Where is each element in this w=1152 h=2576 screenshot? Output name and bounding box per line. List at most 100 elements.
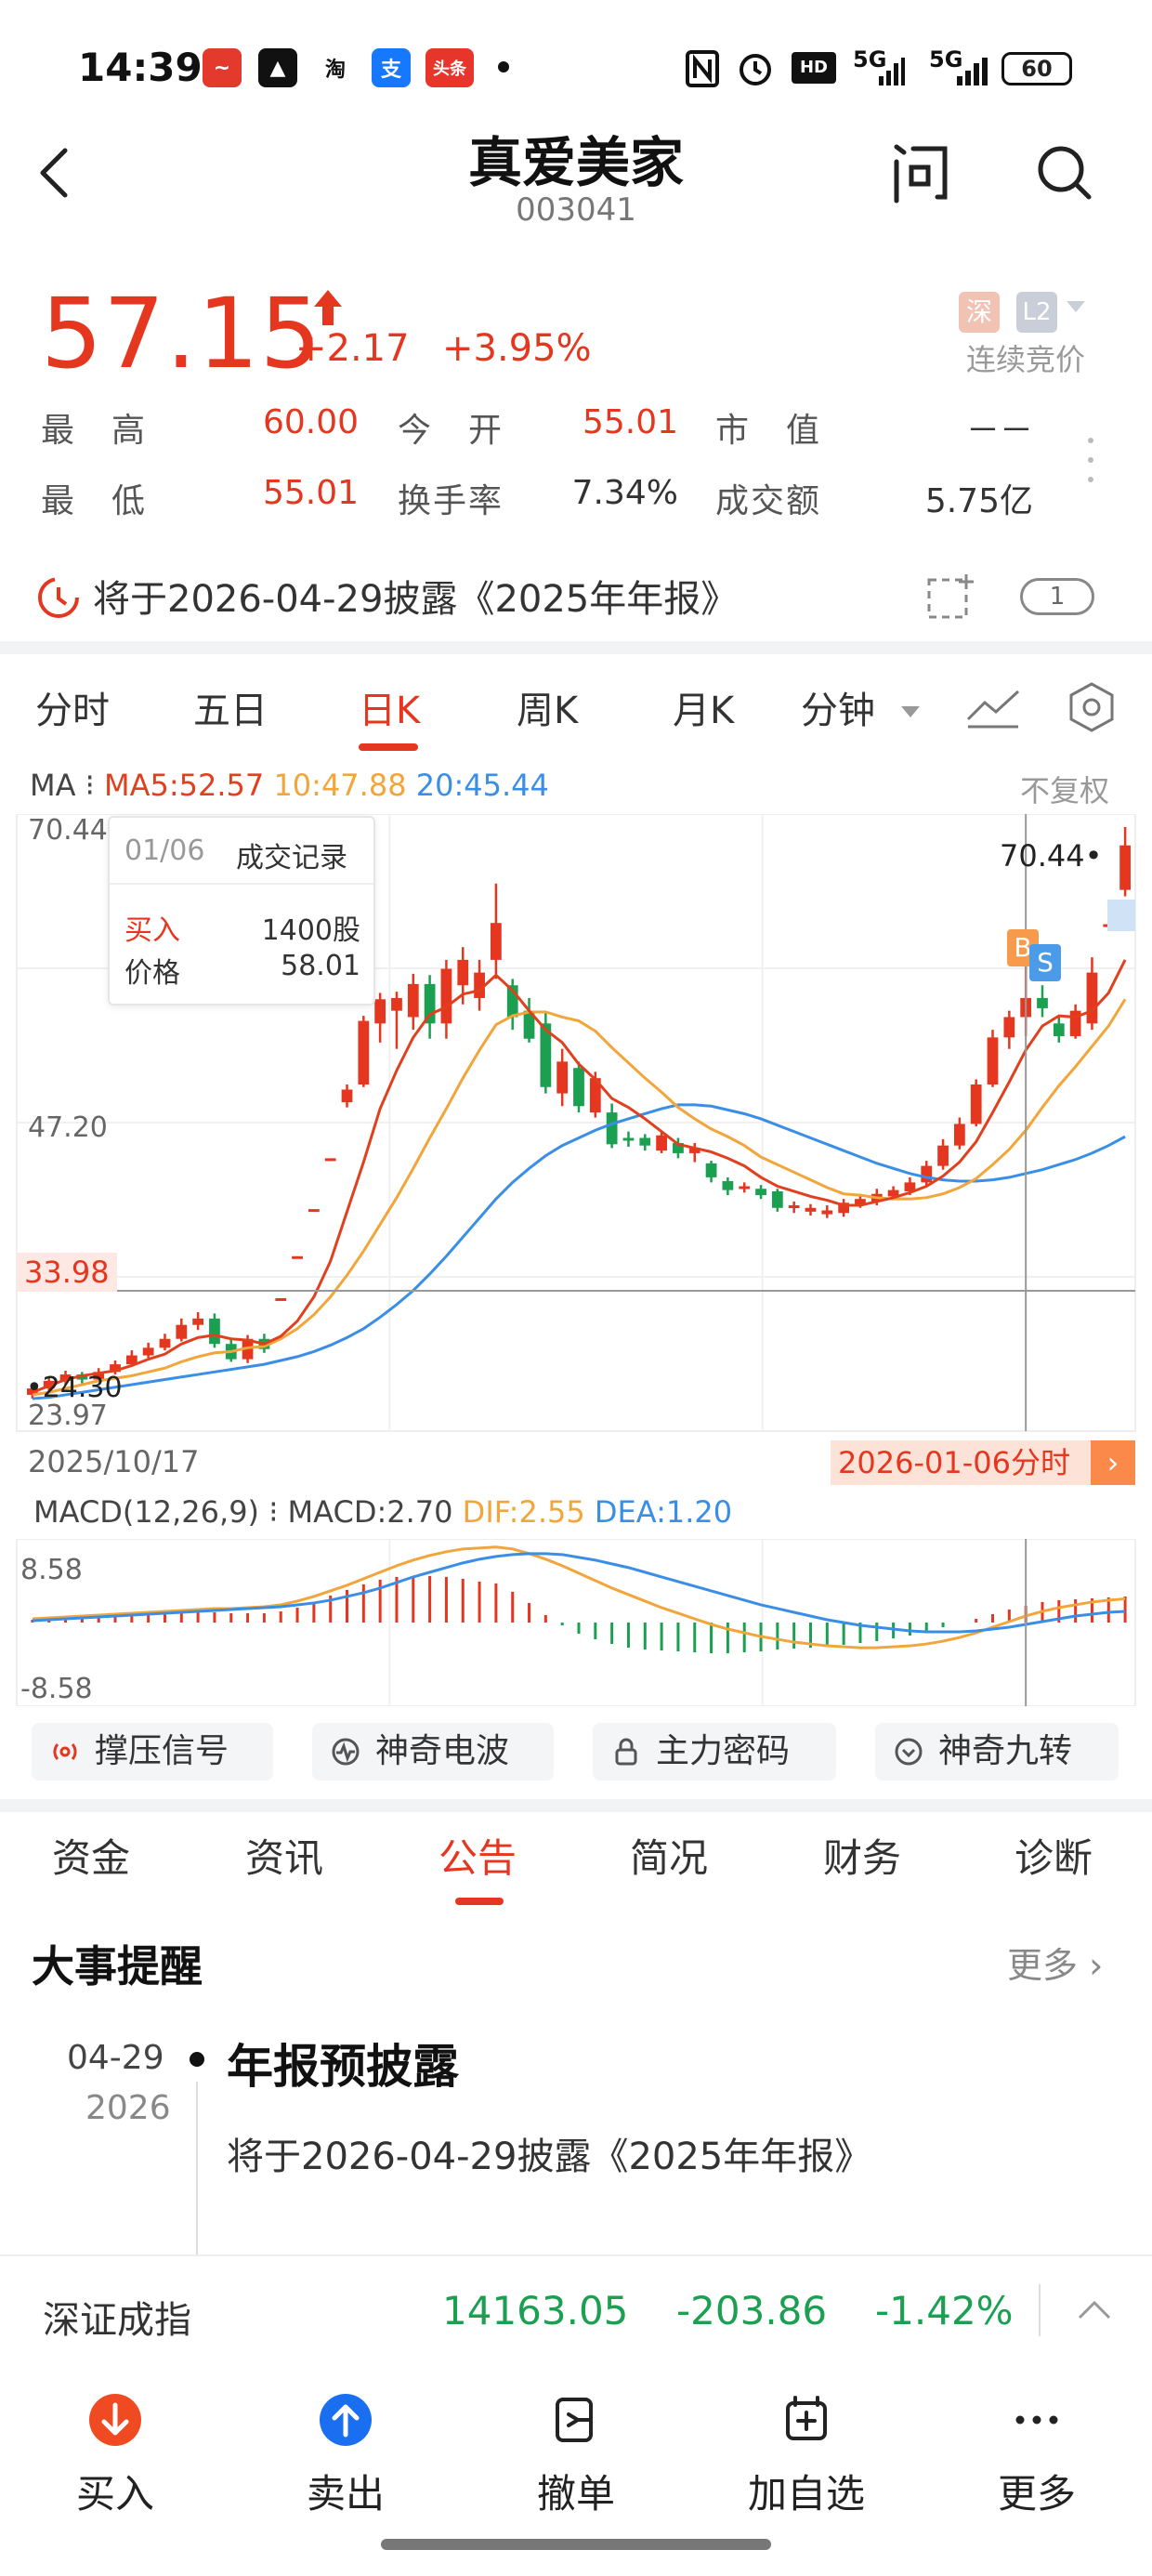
level2-dropdown-icon[interactable] (1067, 301, 1085, 312)
main-code-button[interactable]: 主力密码 (593, 1723, 836, 1781)
indicator-label: 主力密码 (656, 1732, 791, 1770)
tooltip-side: 买入 (124, 914, 180, 947)
tab-funds[interactable]: 资金 (52, 1835, 131, 1881)
wave-icon (332, 1738, 360, 1766)
candle-body (838, 1203, 850, 1214)
tab-news[interactable]: 资讯 (245, 1835, 324, 1881)
candle-body (308, 1209, 320, 1213)
market-index-bar[interactable]: 深证成指 14163.05 -203.86 -1.42% (0, 2254, 1152, 2370)
add-note-icon[interactable] (925, 571, 977, 623)
tab-five-day[interactable]: 五日 (193, 690, 268, 732)
drawing-tool-icon[interactable] (964, 684, 1022, 730)
candle-body (953, 1124, 965, 1146)
more-notifications-dot (498, 61, 509, 72)
ma-legend: MA ⁝ MA5:52.57 10:47.88 20:45.44 (30, 768, 549, 803)
back-arrow-icon[interactable] (35, 145, 72, 201)
buy-button[interactable]: 买入 (41, 2392, 190, 2519)
cancel-order-button[interactable]: 撤单 (502, 2392, 650, 2519)
chart-app-icon: ▲ (258, 48, 297, 87)
search-icon[interactable] (1033, 141, 1094, 203)
stock-name: 真爱美家 (467, 131, 684, 194)
minute-dropdown-icon[interactable] (901, 706, 920, 717)
stat-value-open: 55.01 (582, 403, 678, 441)
index-divider (1039, 2284, 1041, 2336)
timeline-dot (190, 2052, 204, 2067)
tab-announcements[interactable]: 公告 (439, 1835, 517, 1881)
candle-body (358, 1020, 370, 1085)
add-watchlist-button[interactable]: 加自选 (732, 2392, 881, 2519)
indicator-label: 神奇电波 (375, 1732, 510, 1770)
candle-body (391, 997, 402, 1011)
tooltip-title: 成交记录 (236, 842, 347, 874)
announcement-strip[interactable]: 将于2026-04-29披露《2025年年报》 1 (0, 548, 1152, 641)
low-price-value: 24.30 (42, 1372, 123, 1404)
tab-diagnosis[interactable]: 诊断 (1015, 1835, 1093, 1881)
candle-body (374, 999, 386, 1024)
magic-nine-button[interactable]: 神奇九转 (875, 1723, 1119, 1781)
tab-minute[interactable]: 分钟 (801, 690, 875, 732)
adjust-mode-button[interactable]: 不复权 (1020, 773, 1110, 808)
candle-body (523, 1010, 535, 1039)
exchange-tag: 深 (959, 292, 1000, 333)
chart-settings-icon[interactable] (1065, 680, 1119, 734)
tab-monthly-k[interactable]: 月K (673, 690, 735, 732)
ask-icon[interactable] (887, 139, 952, 204)
more-button[interactable]: 更多 (962, 2392, 1111, 2519)
stock-app-icon: ~ (203, 48, 242, 87)
candle-body (275, 1297, 287, 1301)
indicator-label: 撑压信号 (95, 1732, 229, 1770)
candle-body (556, 1061, 569, 1094)
level2-tag[interactable]: L2 (1016, 292, 1057, 333)
signal-icon (53, 1743, 77, 1760)
support-resistance-button[interactable]: 撑压信号 (32, 1723, 273, 1781)
candle-body (788, 1205, 800, 1209)
kline-chart[interactable] (0, 814, 1152, 1437)
ma20-line (32, 1103, 1126, 1400)
dea-line (32, 1552, 1126, 1634)
more-dots-icon (1015, 2415, 1058, 2425)
candle-body (1003, 1017, 1015, 1038)
latest-candle-highlight (1107, 900, 1135, 931)
taobao-icon: 淘 (316, 48, 355, 87)
candle-body (125, 1355, 137, 1365)
tab-profile[interactable]: 简况 (630, 1835, 709, 1881)
stat-value-turnover: 7.34% (571, 474, 678, 512)
candle-body (1119, 845, 1131, 890)
tab-weekly-k[interactable]: 周K (517, 690, 579, 732)
sell-button[interactable]: 卖出 (271, 2392, 420, 2519)
stat-value-amount: 5.75亿 (924, 482, 1033, 520)
last-price: 57.15 (41, 277, 322, 390)
active-tab-indicator (455, 1898, 504, 1905)
candle-body (1053, 1023, 1065, 1037)
stat-label-mktcap: 市 值 (715, 412, 822, 450)
magic-wave-button[interactable]: 神奇电波 (312, 1723, 554, 1781)
price-change-pct: +3.95% (442, 327, 592, 370)
lock-icon (615, 1738, 637, 1766)
candle-body (639, 1137, 651, 1146)
ma20-value: 20:45.44 (415, 768, 549, 803)
cursor-date-button[interactable]: 2026-01-06分时 › (831, 1440, 1135, 1485)
candle-body (209, 1318, 220, 1345)
candle-body (739, 1186, 751, 1189)
chevron-up-icon[interactable] (1076, 2297, 1113, 2323)
candle-body (192, 1318, 204, 1325)
candle-body (821, 1210, 833, 1215)
macd-chart[interactable] (0, 1539, 1152, 1706)
tab-daily-k[interactable]: 日K (359, 690, 421, 732)
candle-body (1037, 997, 1048, 1008)
candle-body (622, 1137, 635, 1141)
low-price-marker: •24.30 (26, 1372, 123, 1404)
notice-count-badge[interactable]: 1 (1020, 578, 1094, 615)
events-more-link[interactable]: 更多 › (1007, 1937, 1103, 1988)
tab-intraday[interactable]: 分时 (35, 690, 110, 732)
sell-marker[interactable]: S (1029, 944, 1061, 981)
tooltip-price: 58.01 (281, 950, 360, 982)
macd-value: MACD:2.70 (287, 1494, 453, 1530)
event-name[interactable]: 年报预披露 (227, 2040, 459, 2094)
tab-financials[interactable]: 财务 (823, 1835, 902, 1881)
ma5-value: MA5:52.57 (104, 768, 265, 803)
add-watchlist-icon (786, 2396, 827, 2440)
more-stats-icon[interactable] (1087, 437, 1094, 483)
indicator-label: 神奇九转 (938, 1732, 1073, 1770)
cursor-price-tag: 33.98 (17, 1253, 117, 1292)
